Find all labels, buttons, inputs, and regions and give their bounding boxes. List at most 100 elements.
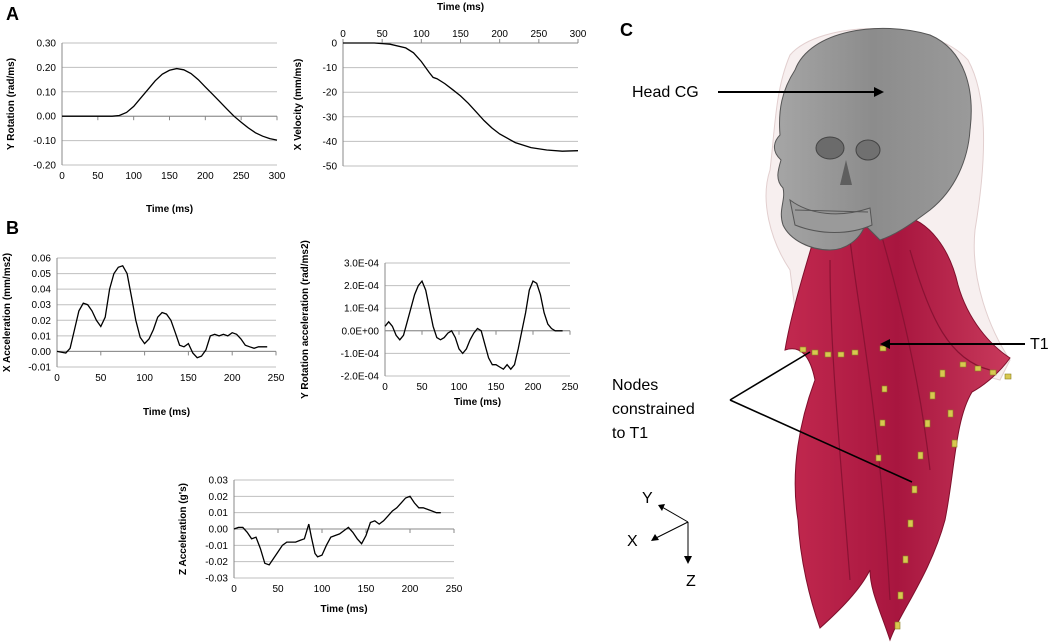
x-tick-label: 0 bbox=[340, 29, 346, 40]
x-tick-label: 250 bbox=[268, 373, 285, 384]
x-tick-label: 100 bbox=[125, 171, 142, 182]
head-cg-arrowhead bbox=[874, 87, 884, 97]
x-tick-label: 150 bbox=[358, 584, 375, 595]
x-tick-label: 100 bbox=[136, 373, 153, 384]
x-tick-label: 200 bbox=[197, 171, 214, 182]
y-tick-label: 0.03 bbox=[209, 476, 229, 487]
y-tick-label: 0.05 bbox=[32, 269, 52, 280]
y-tick-label: 0.00 bbox=[209, 525, 229, 536]
constrained-nodes bbox=[799, 345, 1012, 630]
y-tick-label: -0.20 bbox=[33, 161, 56, 172]
series-line bbox=[62, 67, 278, 141]
y-tick-label: -0.02 bbox=[205, 557, 228, 568]
panel-letter-a: A bbox=[6, 4, 19, 24]
y-tick-label: -2.0E-04 bbox=[341, 372, 380, 383]
eye-socket-right bbox=[855, 139, 881, 161]
y-tick-label: 3.0E-04 bbox=[344, 259, 379, 270]
x-axis-title: Time (ms) bbox=[143, 407, 190, 418]
y-axis-title: X Acceleration (mm/ms2) bbox=[2, 253, 13, 372]
nodes-pointer-lower bbox=[729, 399, 913, 483]
y-axis-title: Y Rotation acceleration (rad/ms2) bbox=[300, 240, 311, 399]
x-tick-label: 200 bbox=[224, 373, 241, 384]
axis-x-arrowhead bbox=[651, 534, 659, 541]
y-tick-label: 0 bbox=[331, 39, 337, 50]
axis-x-arrow bbox=[655, 521, 689, 539]
x-tick-label: 250 bbox=[233, 171, 250, 182]
y-tick-label: 0.30 bbox=[37, 39, 57, 50]
x-tick-label: 300 bbox=[269, 171, 286, 182]
nasal-cavity bbox=[840, 160, 852, 185]
y-tick-label: 0.01 bbox=[209, 508, 229, 519]
y-axis-title: Z Acceleration (g's) bbox=[178, 483, 189, 575]
y-axis-title: Y Rotation (rad/ms) bbox=[6, 58, 17, 150]
y-tick-label: -30 bbox=[323, 112, 338, 123]
x-tick-label: 250 bbox=[562, 382, 579, 393]
y-tick-label: 0.03 bbox=[32, 300, 52, 311]
x-tick-label: 0 bbox=[54, 373, 60, 384]
muscle-striation-3 bbox=[829, 259, 851, 581]
series-line bbox=[384, 279, 563, 371]
y-tick-label: -0.03 bbox=[205, 574, 228, 585]
axis-x-label: X bbox=[627, 533, 638, 550]
series-line bbox=[56, 265, 268, 359]
x-tick-label: 50 bbox=[377, 29, 389, 40]
t1-label: T1 bbox=[1030, 336, 1049, 353]
axis-z-arrowhead bbox=[684, 556, 692, 564]
panel-letter-c: C bbox=[620, 20, 633, 40]
y-axis-title: X Velocity (mm/ms) bbox=[293, 59, 304, 151]
nodes-label-line3: to T1 bbox=[612, 425, 648, 442]
y-tick-label: -20 bbox=[323, 88, 338, 99]
skull bbox=[774, 27, 972, 251]
y-tick-label: 0.02 bbox=[209, 492, 229, 503]
axis-y-label: Y bbox=[642, 490, 653, 507]
x-tick-label: 0 bbox=[382, 382, 388, 393]
y-tick-label: 0.04 bbox=[32, 285, 52, 296]
y-tick-label: -50 bbox=[323, 162, 338, 173]
x-tick-label: 100 bbox=[413, 29, 430, 40]
x-tick-label: 250 bbox=[446, 584, 463, 595]
y-tick-label: 1.0E-04 bbox=[344, 304, 379, 315]
x-tick-label: 200 bbox=[402, 584, 419, 595]
x-tick-label: 100 bbox=[451, 382, 468, 393]
muscle-striation-2 bbox=[879, 229, 931, 471]
muscle-striation-1 bbox=[849, 239, 891, 601]
neck-muscles bbox=[784, 213, 1011, 642]
x-tick-label: 100 bbox=[314, 584, 331, 595]
y-tick-label: -0.10 bbox=[33, 136, 56, 147]
x-tick-label: 150 bbox=[452, 29, 469, 40]
x-tick-label: 50 bbox=[92, 171, 104, 182]
x-axis-title: Time (ms) bbox=[146, 204, 193, 215]
y-tick-label: -10 bbox=[323, 63, 338, 74]
series-line bbox=[343, 42, 579, 152]
y-tick-label: -0.01 bbox=[28, 363, 51, 374]
x-tick-label: 150 bbox=[161, 171, 178, 182]
y-tick-label: 0.01 bbox=[32, 331, 52, 342]
x-tick-label: 50 bbox=[416, 382, 428, 393]
nodes-label-line1: Nodes bbox=[612, 377, 658, 394]
x-axis-title: Time (ms) bbox=[437, 2, 484, 13]
head-cg-label: Head CG bbox=[632, 84, 699, 101]
y-tick-label: 0.0E+00 bbox=[341, 326, 379, 337]
y-tick-label: -1.0E-04 bbox=[341, 349, 380, 360]
x-axis-title: Time (ms) bbox=[454, 397, 501, 408]
y-tick-label: 0.00 bbox=[32, 347, 52, 358]
nodes-label-line2: constrained bbox=[612, 401, 695, 418]
y-tick-label: 0.02 bbox=[32, 316, 52, 327]
y-tick-label: 0.06 bbox=[32, 254, 52, 265]
series-line bbox=[233, 495, 441, 566]
x-tick-label: 150 bbox=[488, 382, 505, 393]
nodes-pointer-upper bbox=[729, 351, 811, 401]
teeth-line bbox=[794, 209, 869, 213]
eye-socket-left bbox=[815, 136, 845, 160]
y-tick-label: 2.0E-04 bbox=[344, 281, 379, 292]
axis-y-arrowhead bbox=[658, 504, 665, 511]
x-axis-title: Time (ms) bbox=[320, 604, 367, 615]
y-tick-label: -0.01 bbox=[205, 541, 228, 552]
muscle-striation-4 bbox=[909, 249, 991, 371]
